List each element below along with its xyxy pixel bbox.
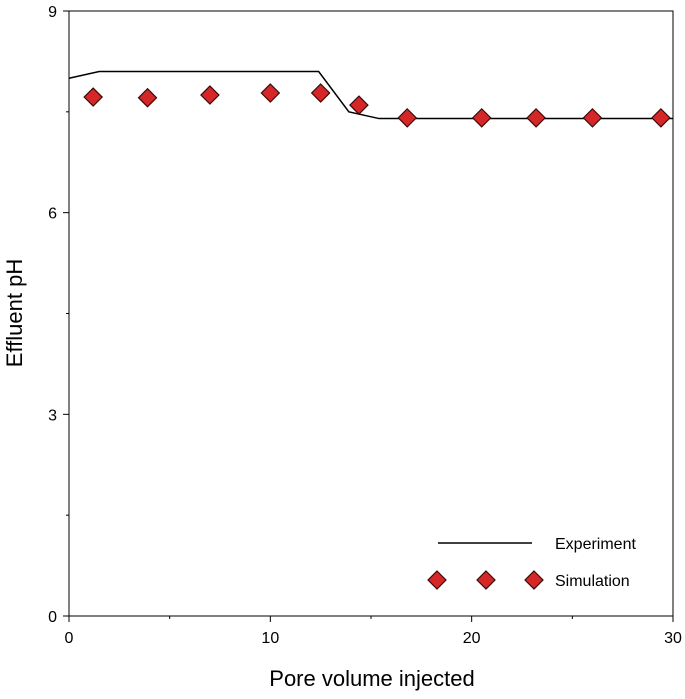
simulation-point — [137, 87, 158, 108]
plot-frame — [68, 10, 674, 617]
simulation-point — [200, 85, 220, 105]
simulation-point — [526, 108, 546, 128]
legend-marker — [476, 570, 496, 590]
y-tick-label: 0 — [48, 609, 57, 626]
x-tick-label: 0 — [65, 630, 74, 647]
legend-marker — [427, 570, 447, 590]
y-tick-label: 9 — [48, 4, 57, 21]
x-tick-label: 20 — [463, 630, 481, 647]
x-tick-label: 10 — [261, 630, 279, 647]
y-tick-label: 3 — [48, 407, 57, 424]
legend-label: Experiment — [555, 536, 636, 553]
simulation-point — [397, 108, 418, 128]
simulation-point — [471, 108, 492, 128]
simulation-point — [83, 87, 104, 107]
y-axis-label: Effluent pH — [2, 259, 27, 367]
legend-marker — [524, 570, 544, 590]
simulation-point — [651, 108, 671, 128]
legend-label: Simulation — [555, 573, 630, 590]
experiment-line — [68, 70, 673, 120]
x-tick-label: 30 — [664, 630, 682, 647]
y-tick-label: 6 — [48, 206, 57, 223]
x-axis-label: Pore volume injected — [269, 666, 474, 691]
simulation-point — [349, 95, 369, 115]
simulation-point — [582, 108, 603, 128]
simulation-point — [310, 83, 331, 103]
simulation-point — [260, 83, 281, 103]
